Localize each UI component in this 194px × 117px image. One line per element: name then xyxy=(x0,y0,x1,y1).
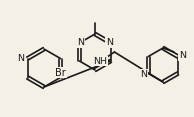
Text: N: N xyxy=(179,51,186,60)
Text: N: N xyxy=(77,38,84,47)
Text: N: N xyxy=(17,54,25,63)
Text: N: N xyxy=(106,38,113,47)
Text: N: N xyxy=(140,70,147,79)
Text: Br: Br xyxy=(55,68,66,77)
Text: NH: NH xyxy=(94,57,107,66)
